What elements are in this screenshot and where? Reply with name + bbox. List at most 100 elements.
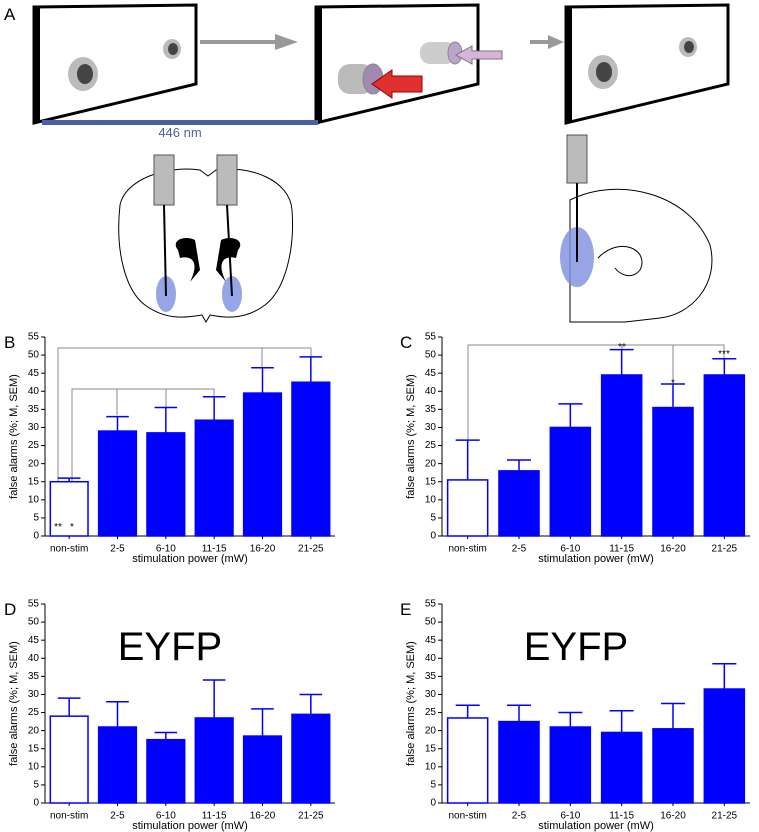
y-tick-label: 30 bbox=[28, 422, 40, 433]
bar bbox=[549, 426, 592, 537]
y-tick-label: 15 bbox=[28, 743, 40, 754]
y-tick-label: 20 bbox=[425, 725, 437, 736]
y-tick-label: 40 bbox=[28, 386, 40, 397]
x-tick-label: 6-10 bbox=[560, 811, 580, 822]
screen bbox=[32, 3, 198, 125]
optic-fiber-housing bbox=[153, 154, 175, 206]
bracket bbox=[467, 344, 725, 440]
y-axis-label: false alarms (%; M, SEM) bbox=[8, 641, 20, 766]
bar bbox=[498, 720, 540, 804]
annotation: EYFP bbox=[524, 625, 628, 669]
bar bbox=[652, 406, 694, 537]
bar bbox=[498, 470, 540, 537]
panel-label: C bbox=[400, 333, 412, 352]
bar bbox=[49, 480, 89, 537]
y-tick-label: 25 bbox=[425, 440, 437, 451]
y-tick-label: 20 bbox=[28, 458, 40, 469]
panel-label: E bbox=[400, 600, 411, 619]
x-tick-label: 11-15 bbox=[202, 811, 227, 822]
panel-label: D bbox=[4, 600, 16, 619]
bar bbox=[703, 374, 746, 537]
arrow bbox=[371, 69, 423, 99]
wavelength-label: 446 nm bbox=[158, 125, 201, 140]
bar bbox=[97, 430, 138, 537]
x-tick-label: 2-5 bbox=[110, 544, 125, 555]
y-tick-label: 35 bbox=[425, 671, 437, 682]
brain-section bbox=[118, 168, 293, 324]
x-tick-label: 11-15 bbox=[609, 811, 634, 822]
x-tick-label: 16-20 bbox=[660, 544, 686, 555]
optic-fiber bbox=[163, 204, 167, 297]
screen-edge bbox=[34, 7, 40, 123]
screen-edge bbox=[316, 7, 322, 123]
y-tick-label: 50 bbox=[28, 350, 40, 361]
y-tick-label: 40 bbox=[425, 386, 437, 397]
stimulus bbox=[168, 43, 178, 55]
light-bar bbox=[42, 120, 318, 125]
y-tick-label: 55 bbox=[28, 599, 40, 610]
x-tick-label: 21-25 bbox=[298, 544, 324, 555]
significance-label: ** bbox=[54, 522, 62, 533]
bar bbox=[146, 738, 186, 804]
x-tick-label: 11-15 bbox=[202, 544, 227, 555]
y-tick-label: 15 bbox=[425, 743, 437, 754]
x-tick-label: non-stim bbox=[448, 544, 486, 555]
y-tick-label: 0 bbox=[430, 531, 436, 542]
y-tick-label: 5 bbox=[33, 780, 39, 791]
y-axis-label: false alarms (%; M, SEM) bbox=[8, 374, 20, 499]
y-tick-label: 50 bbox=[425, 617, 437, 628]
y-tick-label: 55 bbox=[425, 599, 437, 610]
bar bbox=[549, 726, 592, 804]
y-tick-label: 10 bbox=[28, 494, 40, 505]
x-tick-label: non-stim bbox=[50, 811, 88, 822]
ventricles bbox=[175, 238, 241, 282]
y-axis-label: false alarms (%; M, SEM) bbox=[405, 374, 417, 499]
x-tick-label: 16-20 bbox=[250, 544, 276, 555]
bar bbox=[291, 713, 331, 804]
y-tick-label: 45 bbox=[28, 635, 40, 646]
bar bbox=[97, 726, 138, 804]
significance-label: *** bbox=[718, 349, 730, 360]
y-tick-label: 20 bbox=[28, 725, 40, 736]
y-tick-label: 10 bbox=[425, 494, 437, 505]
cylinder bbox=[420, 42, 456, 64]
y-tick-label: 45 bbox=[425, 368, 437, 379]
x-tick-label: 6-10 bbox=[156, 544, 176, 555]
arrow bbox=[530, 35, 564, 49]
x-tick-label: 6-10 bbox=[156, 811, 176, 822]
arrow bbox=[200, 34, 298, 50]
optic-fiber-housing bbox=[216, 154, 238, 206]
bar bbox=[194, 419, 234, 537]
y-axis-label: false alarms (%; M, SEM) bbox=[405, 641, 417, 766]
y-tick-label: 25 bbox=[28, 440, 40, 451]
x-axis-label: stimulation power (mW) bbox=[538, 553, 654, 565]
y-tick-label: 10 bbox=[28, 761, 40, 772]
x-axis-label: stimulation power (mW) bbox=[132, 820, 248, 832]
panel-label: B bbox=[4, 333, 15, 352]
y-tick-label: 35 bbox=[425, 404, 437, 415]
y-tick-label: 55 bbox=[28, 332, 40, 343]
x-tick-label: non-stim bbox=[448, 811, 486, 822]
x-tick-label: 16-20 bbox=[250, 811, 276, 822]
x-tick-label: 21-25 bbox=[298, 811, 324, 822]
y-tick-label: 5 bbox=[33, 513, 39, 524]
y-tick-label: 25 bbox=[425, 707, 437, 718]
x-tick-label: 11-15 bbox=[609, 544, 634, 555]
bar bbox=[194, 717, 234, 804]
y-tick-label: 30 bbox=[425, 689, 437, 700]
y-tick-label: 0 bbox=[430, 798, 436, 809]
y-tick-label: 50 bbox=[425, 350, 437, 361]
bar bbox=[291, 381, 331, 537]
bar bbox=[600, 374, 643, 537]
annotation: EYFP bbox=[118, 625, 222, 669]
significance-brackets bbox=[57, 344, 725, 528]
significance-label: ** bbox=[618, 342, 626, 353]
significance-label: * bbox=[671, 378, 675, 389]
y-tick-label: 30 bbox=[425, 422, 437, 433]
screen-edge bbox=[566, 7, 572, 123]
panel-a-diagram: A 446 nm bbox=[4, 3, 730, 324]
bar bbox=[242, 392, 283, 537]
optic-fiber-housing bbox=[566, 134, 588, 184]
x-axis-label: stimulation power (mW) bbox=[132, 553, 248, 565]
